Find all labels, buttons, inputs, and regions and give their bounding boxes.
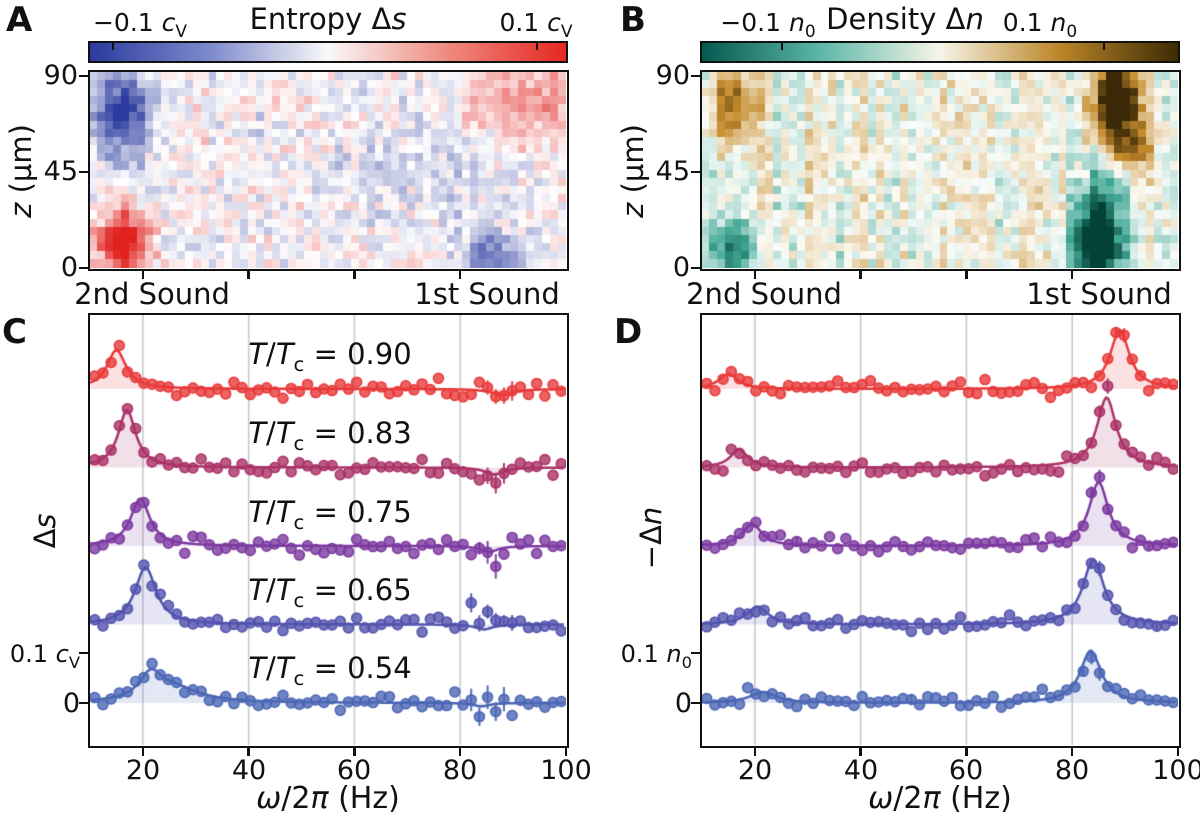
d-xtick-100: 100 (1152, 755, 1200, 786)
density-colorbar (700, 41, 1180, 63)
spectra-ytick-mark (79, 651, 88, 655)
spectra-ytick-mark (79, 701, 88, 705)
panel-a-letter: A (6, 0, 33, 40)
density-spectra-canvas (702, 315, 1178, 745)
heatmap-xtick-mark (458, 270, 462, 279)
d-xtick-80: 80 (1054, 755, 1090, 786)
spectra-xtick-mark (141, 747, 145, 756)
entropy-colorbar-min-label: −0.1 cV (92, 8, 188, 42)
spectra-xtick-mark (247, 747, 250, 756)
heatmap-xtick-mark (353, 270, 356, 279)
heatmap-xtick-mark (753, 270, 757, 279)
c-xtick-20: 20 (125, 755, 161, 786)
density-ytick-0: 0 (672, 252, 690, 283)
entropy-spectra-canvas (90, 315, 566, 745)
heatmap-xtick-mark (1070, 270, 1074, 279)
entropy-1st-sound-label: 1st Sound (414, 277, 560, 311)
density-1st-sound-label: 1st Sound (1026, 277, 1172, 311)
d-xtick-20: 20 (737, 755, 773, 786)
heatmap-ytick-mark (79, 74, 88, 78)
spectra-xtick-mark (753, 747, 757, 756)
spectra-ytick-mark (691, 701, 700, 705)
spectra-ytick-mark (691, 651, 700, 655)
entropy-colorbar (88, 41, 568, 63)
spectra-xtick-mark (353, 747, 356, 756)
c-xtick-60: 60 (336, 755, 372, 786)
entropy-ytick-0: 0 (60, 252, 78, 283)
spectra-xtick-mark (1070, 747, 1074, 756)
heatmap-ytick-mark (691, 74, 700, 78)
heatmap-ytick-mark (691, 170, 700, 174)
density-spectra-xlabel: ω/2π (Hz) (868, 781, 1012, 816)
entropy-spectra-ylabel: Δs (28, 513, 63, 549)
panel-d-letter: D (614, 312, 643, 352)
density-spectra-frame (699, 312, 1181, 748)
entropy-2nd-sound-label: 2nd Sound (74, 277, 230, 311)
entropy-spectra-ytick-01cv: 0.1 cV (9, 640, 80, 672)
heatmap-ytick-mark (79, 170, 88, 174)
entropy-spectra-frame (87, 312, 569, 748)
density-colorbar-title: Density Δn (826, 2, 984, 36)
entropy-ytick-45: 45 (43, 156, 78, 187)
colorbar-tick (1103, 43, 1105, 50)
density-colorbar-min-label: −0.1 n0 (720, 8, 816, 42)
entropy-ytick-90: 90 (43, 60, 78, 91)
density-heatmap-frame (699, 69, 1181, 271)
density-heatmap-canvas (702, 72, 1178, 268)
c-xtick-80: 80 (442, 755, 478, 786)
panel-b-letter: B (620, 0, 646, 40)
entropy-spectra-ytick-0: 0 (62, 688, 80, 719)
c-xtick-100: 100 (540, 755, 592, 786)
density-spectra-ytick-0: 0 (674, 688, 692, 719)
heatmap-xtick-mark (141, 270, 145, 279)
density-colorbar-max-label: 0.1 n0 (1002, 8, 1078, 42)
entropy-colorbar-title: Entropy Δs (249, 2, 407, 36)
series-label-t075: T/Tc = 0.75 (248, 495, 412, 534)
density-spectra-ytick-01n0: 0.1 n0 (620, 640, 692, 672)
colorbar-tick (536, 43, 538, 50)
d-xtick-60: 60 (948, 755, 984, 786)
heatmap-ytick-mark (691, 266, 700, 270)
series-label-t054: T/Tc = 0.54 (248, 651, 412, 690)
entropy-heatmap-canvas (90, 72, 566, 268)
series-label-t090: T/Tc = 0.90 (248, 337, 412, 376)
heatmap-xtick-mark (247, 270, 250, 279)
density-spectra-ylabel: −Δn (634, 506, 669, 570)
heatmap-xtick-mark (859, 270, 862, 279)
spectra-xtick-mark (564, 747, 568, 756)
density-ytick-45: 45 (655, 156, 690, 187)
entropy-spectra-xlabel: ω/2π (Hz) (256, 781, 400, 816)
spectra-xtick-mark (1176, 747, 1180, 756)
colorbar-tick (112, 43, 114, 50)
series-label-t065: T/Tc = 0.65 (248, 573, 412, 612)
heatmap-xtick-mark (965, 270, 968, 279)
panel-c-letter: C (2, 312, 27, 352)
density-ytick-90: 90 (655, 60, 690, 91)
c-xtick-40: 40 (231, 755, 267, 786)
spectra-xtick-mark (458, 747, 462, 756)
entropy-heatmap-frame (87, 69, 569, 271)
density-2nd-sound-label: 2nd Sound (686, 277, 842, 311)
series-label-t083: T/Tc = 0.83 (248, 416, 412, 455)
spectra-xtick-mark (859, 747, 862, 756)
entropy-colorbar-max-label: 0.1 cV (499, 8, 573, 42)
heatmap-ytick-mark (79, 266, 88, 270)
spectra-xtick-mark (965, 747, 968, 756)
d-xtick-40: 40 (843, 755, 879, 786)
colorbar-tick (781, 43, 783, 50)
